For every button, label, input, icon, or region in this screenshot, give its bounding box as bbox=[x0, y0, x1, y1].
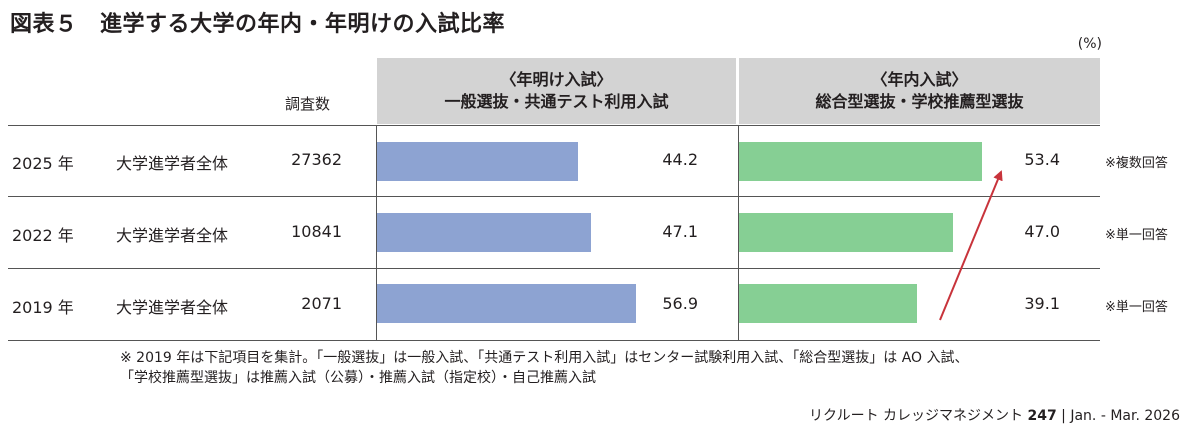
row-year: 2019 年 bbox=[12, 298, 74, 317]
axis-line-general bbox=[376, 125, 377, 340]
header-early-exam: 〈年内入試〉 総合型選抜・学校推薦型選抜 bbox=[739, 58, 1100, 124]
value-early-exam: 47.0 bbox=[1024, 222, 1060, 241]
chart-title: 図表５ 進学する大学の年内・年明けの入試比率 bbox=[10, 12, 506, 37]
value-general-exam: 47.1 bbox=[662, 222, 698, 241]
bar-general-exam bbox=[377, 284, 636, 323]
row-divider bbox=[8, 125, 1100, 126]
page-footer: リクルート カレッジマネジメント 247 | Jan. - Mar. 2026 bbox=[809, 405, 1180, 425]
answer-type-note: ※単一回答 bbox=[1105, 300, 1168, 315]
value-general-exam: 44.2 bbox=[662, 150, 698, 169]
value-early-exam: 53.4 bbox=[1024, 150, 1060, 169]
footnote: ※ 2019 年は下記項目を集計。「一般選抜」は一般入試、「共通テスト利用入試」… bbox=[120, 348, 969, 389]
row-segment: 大学進学者全体 bbox=[116, 298, 229, 317]
unit-label: (%) bbox=[1077, 36, 1102, 52]
footer-separator: | bbox=[1061, 408, 1071, 424]
header-early-exam-line1: 〈年内入試〉 bbox=[871, 70, 968, 90]
row-count: 10841 bbox=[291, 222, 342, 241]
header-general-exam: 〈年明け入試〉 一般選抜・共通テスト利用入試 bbox=[377, 58, 736, 124]
count-header: 調査数 bbox=[285, 95, 331, 113]
axis-line-early bbox=[738, 125, 739, 340]
header-early-exam-line2: 総合型選抜・学校推薦型選抜 bbox=[815, 92, 1024, 111]
row-segment: 大学進学者全体 bbox=[116, 226, 229, 245]
value-general-exam: 56.9 bbox=[662, 294, 698, 313]
answer-type-note: ※複数回答 bbox=[1105, 156, 1168, 171]
answer-type-note: ※単一回答 bbox=[1105, 228, 1168, 243]
row-count: 2071 bbox=[301, 294, 342, 313]
bar-early-exam bbox=[739, 142, 982, 181]
issue-date: Jan. - Mar. 2026 bbox=[1070, 408, 1180, 424]
value-early-exam: 39.1 bbox=[1024, 294, 1060, 313]
row-divider bbox=[8, 268, 1100, 269]
trend-arrow bbox=[939, 170, 1003, 321]
bar-general-exam bbox=[377, 142, 578, 181]
header-general-exam-line2: 一般選抜・共通テスト利用入試 bbox=[444, 92, 669, 111]
header-general-exam-line1: 〈年明け入試〉 bbox=[500, 70, 613, 90]
row-divider bbox=[8, 340, 1100, 341]
row-divider bbox=[8, 196, 1100, 197]
footnote-line2: 「学校推薦型選抜」は推薦入試（公募）・推薦入試（指定校）・自己推薦入試 bbox=[120, 370, 596, 387]
publication-name: リクルート カレッジマネジメント bbox=[809, 408, 1024, 424]
row-year: 2022 年 bbox=[12, 226, 74, 245]
row-count: 27362 bbox=[291, 150, 342, 169]
bar-early-exam bbox=[739, 213, 953, 252]
row-year: 2025 年 bbox=[12, 154, 74, 173]
bar-early-exam bbox=[739, 284, 917, 323]
row-segment: 大学進学者全体 bbox=[116, 154, 229, 173]
footnote-line1: ※ 2019 年は下記項目を集計。「一般選抜」は一般入試、「共通テスト利用入試」… bbox=[120, 350, 969, 366]
bar-general-exam bbox=[377, 213, 591, 252]
page-number: 247 bbox=[1027, 408, 1057, 424]
